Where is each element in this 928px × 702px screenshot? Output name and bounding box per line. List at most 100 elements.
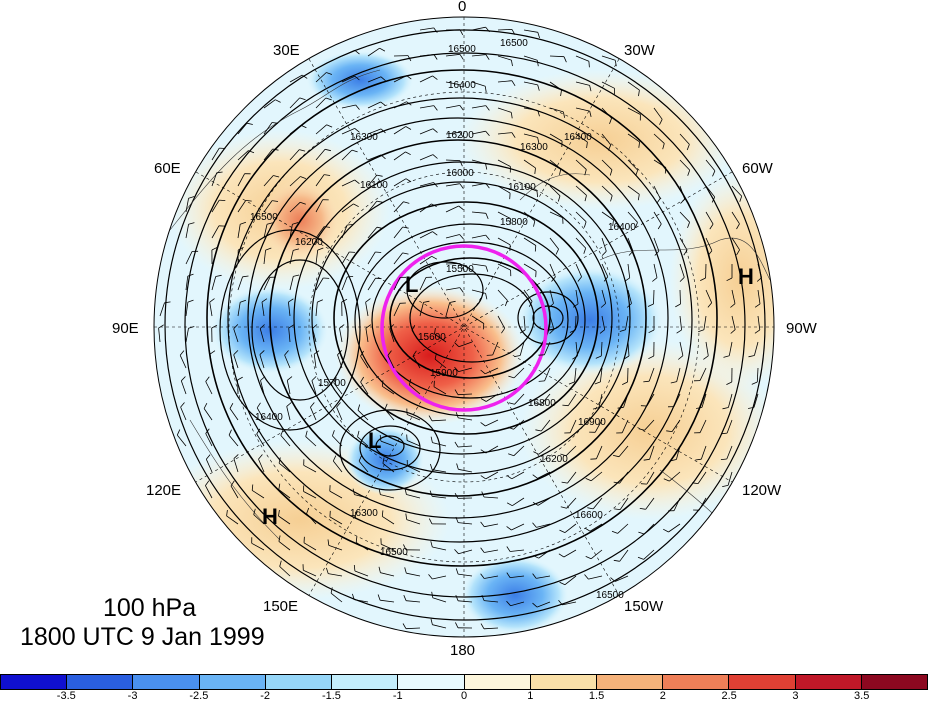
- longitude-label: 30W: [624, 42, 655, 59]
- wind-barb-flag: [411, 325, 416, 331]
- wind-barb-flag: [480, 449, 487, 454]
- wind-barb: [614, 575, 629, 582]
- wind-barb: [389, 328, 395, 343]
- wind-barb-flag: [748, 355, 755, 358]
- wind-barb-flag: [389, 324, 395, 329]
- wind-barb: [514, 393, 525, 405]
- wind-barb: [471, 159, 486, 164]
- wind-barb: [365, 328, 369, 343]
- wind-barb-flag: [402, 623, 407, 629]
- contour-label: 15500: [446, 264, 474, 275]
- wind-barb: [567, 471, 577, 484]
- wind-barb-flag: [215, 274, 222, 277]
- wind-barb-flag: [638, 428, 645, 431]
- wind-barb: [303, 464, 317, 473]
- wind-barb: [185, 276, 189, 291]
- wind-barb: [563, 549, 577, 558]
- wind-barb: [289, 74, 303, 83]
- wind-barb: [253, 514, 265, 525]
- wind-barb-flag: [508, 402, 515, 405]
- wind-barb-flag: [587, 507, 594, 510]
- wind-barb: [229, 408, 239, 421]
- wind-barb-flag: [351, 149, 358, 153]
- wind-barb: [589, 523, 603, 532]
- wind-barb-flag: [695, 458, 702, 461]
- wind-barb: [679, 289, 681, 305]
- wind-barb: [315, 124, 327, 135]
- wind-barb-flag: [614, 60, 617, 67]
- wind-barb-flag: [403, 595, 407, 601]
- wind-barb: [310, 407, 317, 421]
- wind-barb-flag: [265, 247, 272, 251]
- wind-barb: [540, 393, 551, 405]
- wind-barb-flag: [485, 54, 490, 60]
- wind-barb-flag: [508, 453, 515, 457]
- wind-barb-flag: [537, 32, 540, 39]
- shaded-field: [154, 17, 774, 637]
- wind-barb-flag: [407, 55, 412, 62]
- wind-barb: [382, 463, 395, 473]
- wind-barb: [643, 549, 655, 560]
- wind-barb: [600, 341, 603, 357]
- wind-barb-flag: [617, 406, 624, 409]
- wind-barb-flag: [259, 324, 265, 329]
- graticule: [154, 17, 774, 637]
- wind-barb-flag: [187, 273, 194, 277]
- wind-barb-flag: [613, 559, 620, 562]
- wind-barb: [653, 289, 655, 305]
- wind-barb: [601, 315, 606, 330]
- wind-barb: [409, 384, 421, 395]
- wind-barb: [513, 419, 525, 430]
- wind-barb-flag: [712, 170, 716, 177]
- wind-barb-flag: [260, 376, 266, 381]
- contour-label: 16000: [446, 168, 474, 179]
- wind-barb-flag: [551, 276, 556, 282]
- wind-barb: [445, 263, 461, 265]
- wind-barb: [419, 27, 434, 31]
- wind-barb: [485, 419, 499, 427]
- wind-barb-flag: [326, 124, 333, 128]
- wind-barb-flag: [433, 54, 438, 60]
- wind-barb-flag: [324, 226, 331, 228]
- wind-barb: [549, 237, 559, 250]
- wind-barb-flag: [454, 389, 459, 395]
- wind-barb: [360, 355, 369, 369]
- wind-barb: [562, 601, 577, 606]
- wind-barb-flag: [510, 112, 513, 119]
- wind-barb: [575, 81, 590, 86]
- wind-barb-flag: [485, 183, 490, 189]
- wind-barb-flag: [535, 403, 542, 406]
- wind-barb: [523, 159, 536, 169]
- wind-barb: [619, 549, 629, 562]
- wind-barb: [523, 185, 538, 192]
- wind-barb-flag: [664, 167, 667, 174]
- wind-barb: [537, 497, 551, 506]
- wind-barb-flag: [549, 329, 555, 334]
- wind-barb: [205, 433, 213, 447]
- wind-barb-flag: [511, 29, 516, 35]
- wind-barb-flag: [332, 455, 337, 462]
- wind-barb-flag: [600, 303, 606, 308]
- wind-barb-flag: [434, 353, 437, 360]
- wind-barb-flag: [284, 350, 289, 356]
- wind-barb-flag: [455, 595, 459, 601]
- wind-barb-flag: [292, 222, 299, 225]
- wind-barb: [341, 251, 350, 265]
- wind-barb-flag: [347, 276, 354, 278]
- wind-barb: [726, 445, 733, 460]
- wind-barb: [289, 149, 300, 161]
- wind-barb: [278, 462, 291, 473]
- contour-labels: 16500 16500 16400 16300 16200 16100 1600…: [250, 38, 636, 601]
- wind-barb: [471, 211, 486, 214]
- wind-barb: [601, 211, 614, 221]
- wind-barb-flag: [188, 222, 195, 225]
- wind-barb-flag: [459, 263, 464, 269]
- high-center-marker: H: [262, 504, 278, 529]
- wind-barb-flag: [380, 154, 386, 160]
- contour-label: 16500: [448, 44, 476, 55]
- wind-barb: [619, 497, 629, 510]
- wind-barb-flag: [360, 350, 364, 357]
- wind-barb: [367, 200, 378, 213]
- colorbar-tick-label: -1.5: [321, 690, 341, 702]
- wind-barb: [355, 542, 369, 551]
